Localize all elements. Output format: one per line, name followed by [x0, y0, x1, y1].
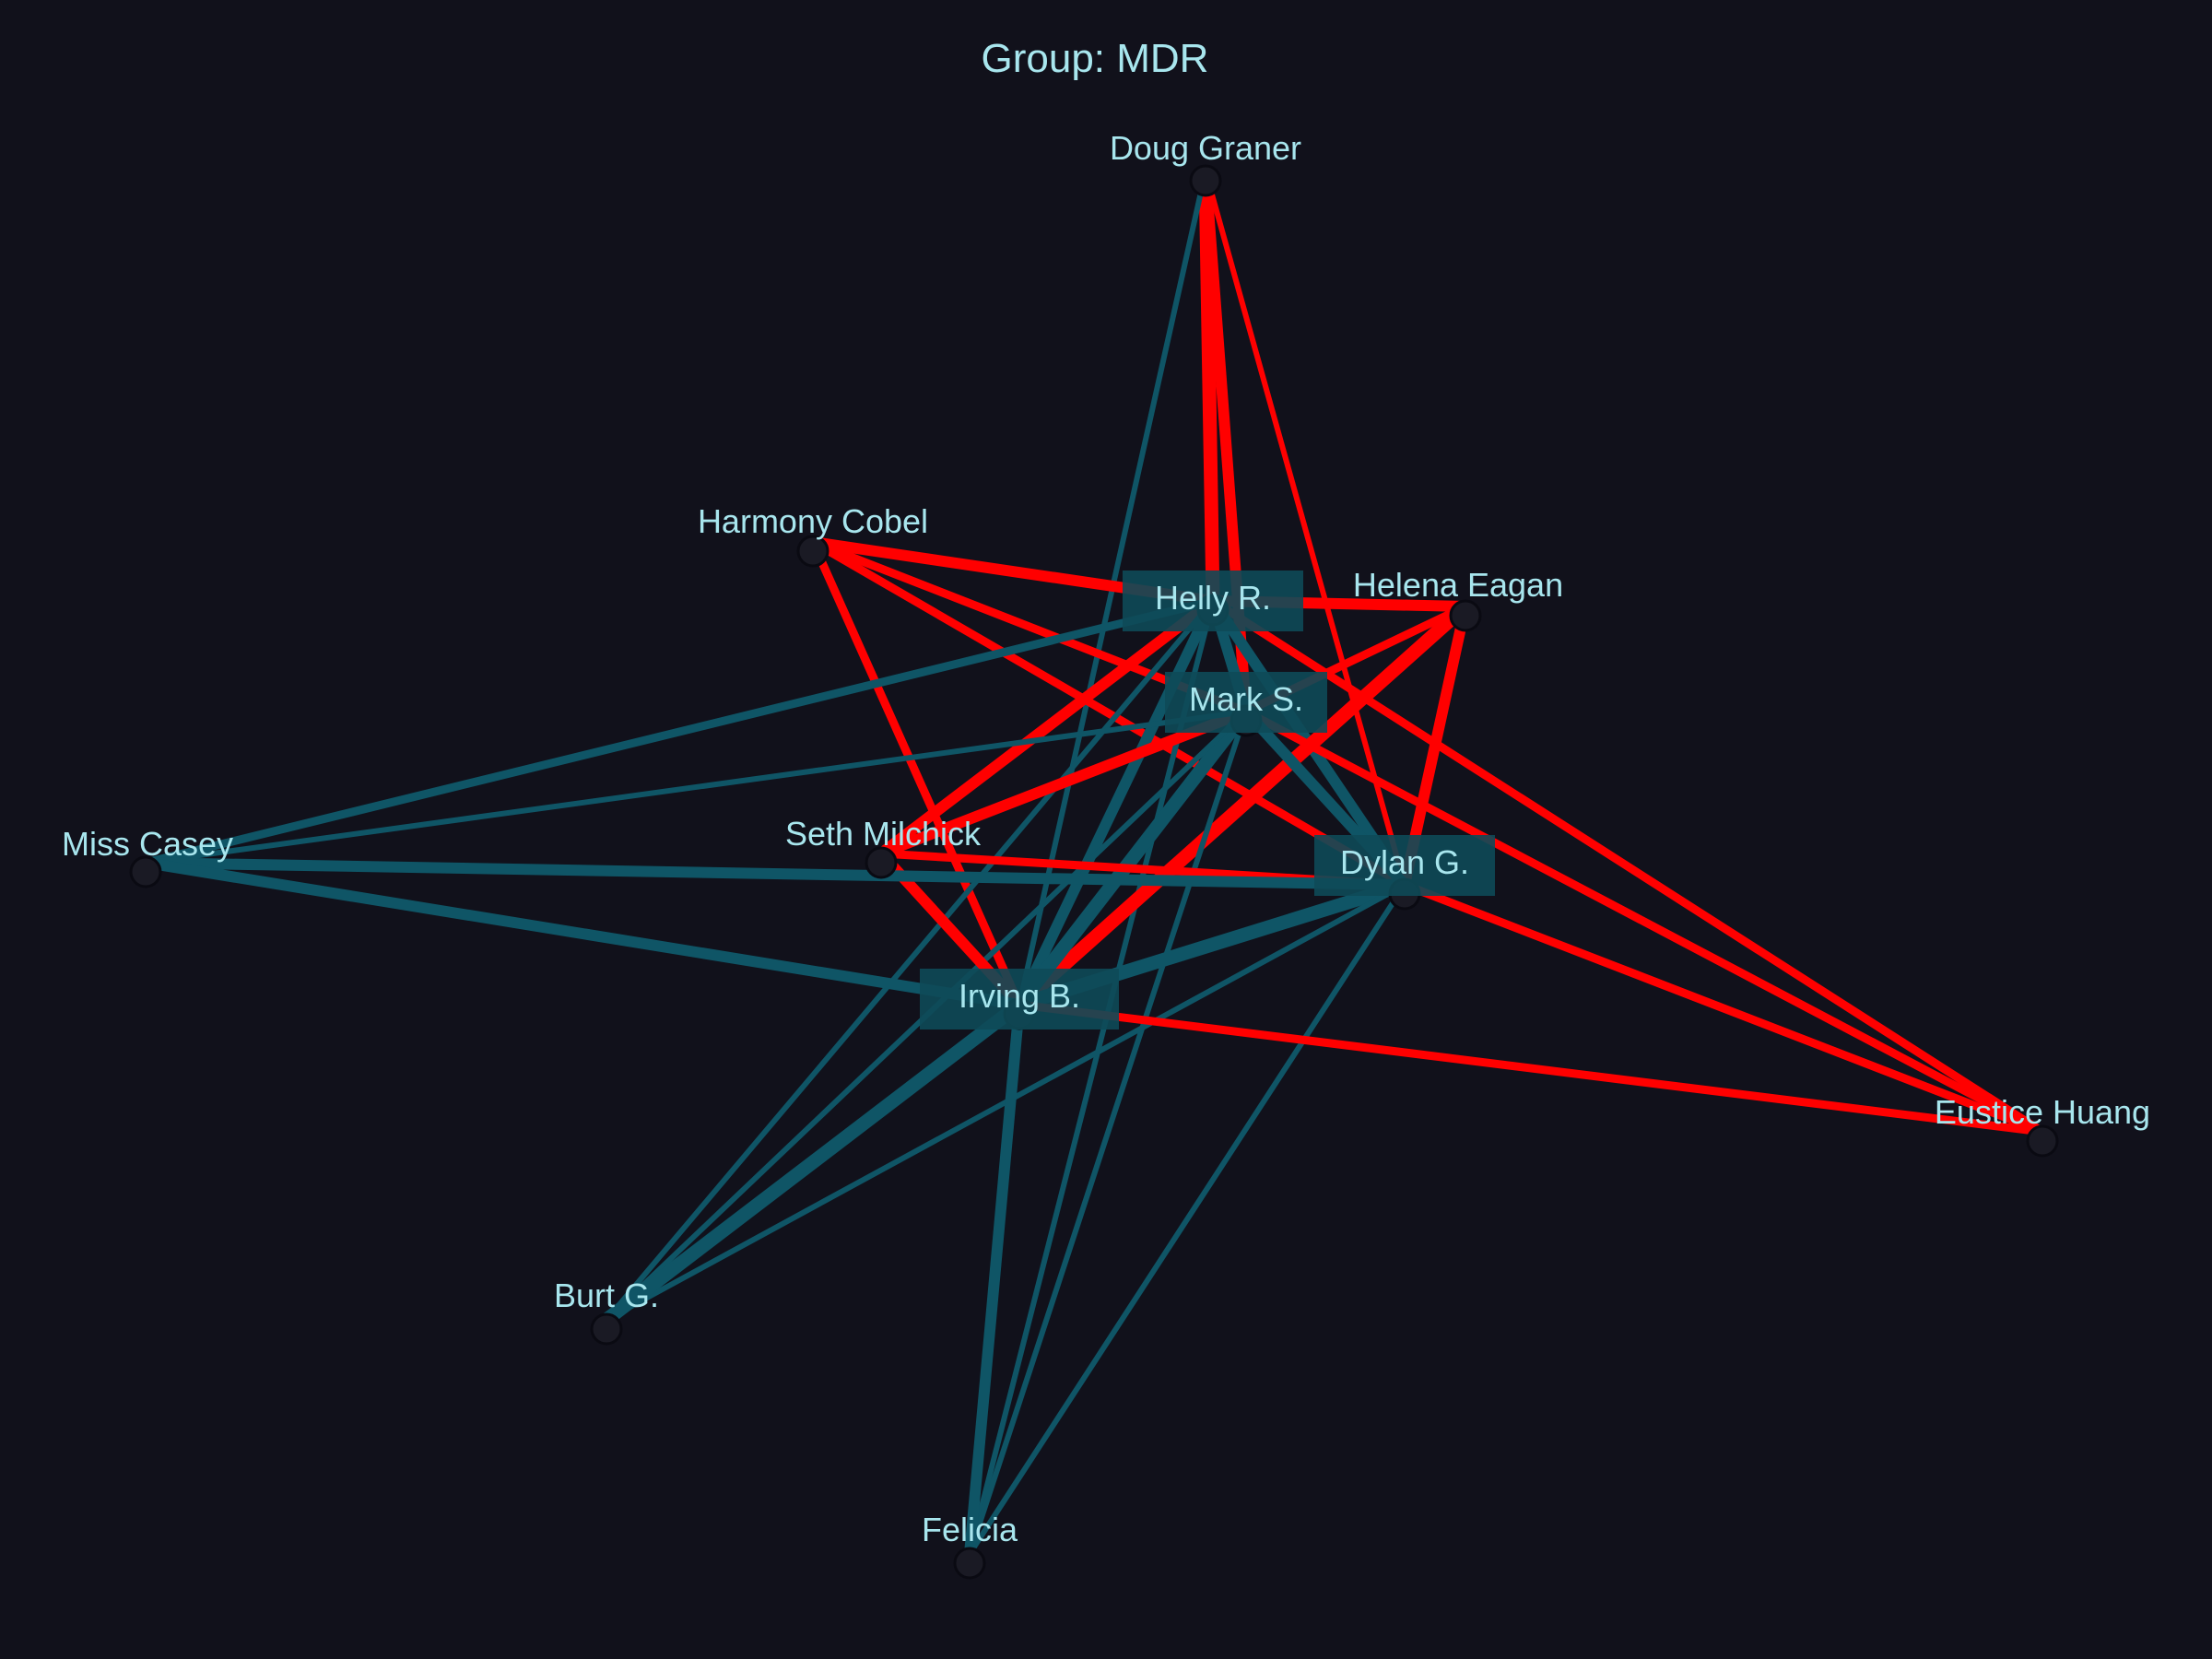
node-highlight-box	[1165, 672, 1327, 733]
node-felicia[interactable]: Felicia	[922, 1511, 1018, 1580]
node-label: Mark S.	[1189, 680, 1303, 718]
edge-helena-irving	[1015, 601, 1470, 1010]
edge-helly-casey	[144, 596, 1215, 867]
edge-irving-burt	[602, 999, 1024, 1325]
edge-mark-seth	[878, 706, 1249, 859]
edge-casey-irving	[145, 857, 1020, 1010]
node-doug[interactable]: Doug Graner	[1110, 129, 1301, 197]
edge-helly-irving	[1014, 598, 1218, 1007]
edge-casey-dylan	[145, 857, 1406, 890]
edge-mark-irving	[1014, 707, 1252, 1009]
edge-harmony-dylan	[810, 538, 1407, 888]
node-highlight-box	[1314, 835, 1495, 896]
node-eustice[interactable]: Eustice Huang	[1935, 1093, 2150, 1158]
node-seth[interactable]: Seth Milchick	[785, 815, 982, 879]
node-label: Harmony Cobel	[698, 502, 928, 540]
node-marker	[953, 1547, 986, 1580]
node-label: Eustice Huang	[1935, 1093, 2150, 1131]
graph-title: Group: MDR	[982, 36, 1209, 81]
node-label: Burt G.	[554, 1277, 659, 1314]
edge-irving-felicia	[964, 1004, 1025, 1555]
node-marker	[129, 855, 162, 888]
node-mark[interactable]: Mark S.	[1165, 672, 1327, 737]
edge-irving-eustice	[1018, 1000, 2043, 1136]
edge-helly-seth	[877, 596, 1217, 858]
node-label: Seth Milchick	[785, 815, 982, 853]
edge-helly-eustice	[1210, 597, 2045, 1135]
edge-harmony-irving	[808, 540, 1024, 1006]
edge-dylan-felicia	[967, 883, 1407, 1556]
node-highlight-box	[1123, 571, 1303, 631]
node-label: Felicia	[922, 1511, 1018, 1548]
node-irving[interactable]: Irving B.	[920, 969, 1119, 1030]
node-marker	[1449, 599, 1482, 632]
node-helly[interactable]: Helly R.	[1123, 571, 1303, 631]
node-label: Irving B.	[959, 977, 1080, 1015]
edge-dylan-eustice	[1403, 880, 2044, 1136]
edge-helly-burt	[604, 599, 1216, 1322]
node-burt[interactable]: Burt G.	[554, 1277, 659, 1346]
node-layer: Doug Graner Harmony Cobel Helly R. Helena E…	[62, 129, 2150, 1580]
node-label: Miss Casey	[62, 825, 233, 863]
node-helena[interactable]: Helena Eagan	[1353, 566, 1563, 632]
node-label: Dylan G.	[1340, 843, 1469, 881]
node-marker	[590, 1312, 623, 1346]
node-label: Doug Graner	[1110, 129, 1301, 167]
node-dylan[interactable]: Dylan G.	[1314, 835, 1495, 911]
node-label: Helly R.	[1155, 579, 1271, 617]
edge-mark-eustice	[1243, 708, 2045, 1135]
node-label: Helena Eagan	[1353, 566, 1563, 604]
node-marker	[865, 846, 898, 879]
node-highlight-box	[920, 969, 1119, 1030]
edge-helly-felicia	[967, 600, 1216, 1555]
node-marker	[2026, 1124, 2059, 1158]
edge-mark-casey	[145, 709, 1247, 865]
edge-doug-dylan	[1203, 171, 1407, 886]
node-casey[interactable]: Miss Casey	[62, 825, 233, 888]
node-marker	[796, 535, 830, 568]
node-harmony[interactable]: Harmony Cobel	[698, 502, 928, 568]
node-marker	[1189, 164, 1222, 197]
edge-mark-felicia	[967, 711, 1249, 1555]
